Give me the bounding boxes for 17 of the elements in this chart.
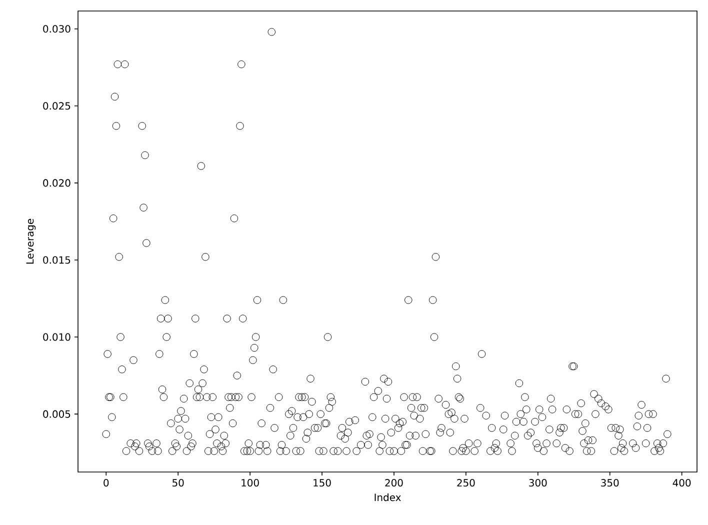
x-tick-label: 250 [457,479,475,487]
y-tick-label: 0.015 [43,256,70,264]
x-tick-label: 100 [242,479,259,487]
x-tick-label: 0 [104,479,109,487]
x-tick-label: 400 [672,479,691,487]
x-axis-title: Index [374,493,401,502]
x-tick-label: 350 [601,479,619,487]
x-tick-label: 200 [385,479,403,487]
y-tick-label: 0.020 [43,179,70,187]
x-tick-label: 50 [172,479,184,487]
x-tick-label: 300 [529,479,547,487]
y-axis-title: Leverage [26,218,36,264]
y-tick-label: 0.030 [43,25,70,33]
x-tick-label: 150 [314,479,331,487]
y-tick-label: 0.010 [43,333,70,341]
y-tick-label: 0.005 [43,410,70,418]
y-tick-label: 0.025 [43,102,70,110]
